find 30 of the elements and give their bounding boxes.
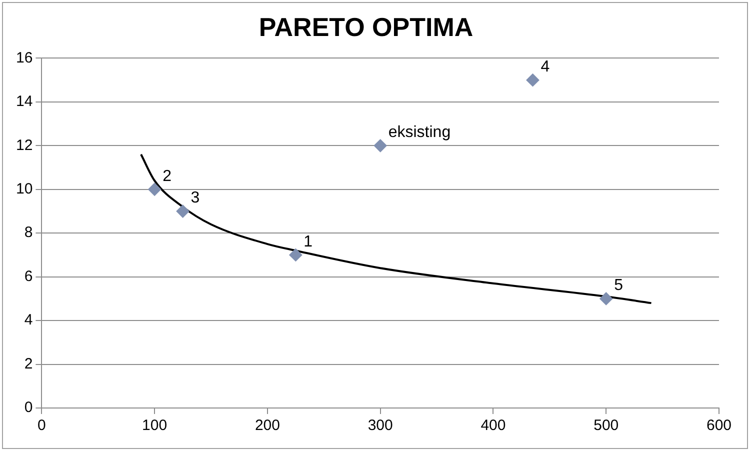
annotation: 5 xyxy=(614,277,624,294)
x-tick-label: 200 xyxy=(254,417,280,434)
y-tick-label: 8 xyxy=(24,224,33,242)
y-tick-label: 4 xyxy=(24,312,33,329)
x-tick-label: 0 xyxy=(38,417,46,434)
y-tick-label: 6 xyxy=(24,268,33,285)
y-tick-label: 12 xyxy=(16,136,33,154)
annotation: 4 xyxy=(540,58,550,76)
y-tick-label: 16 xyxy=(16,49,33,66)
point xyxy=(176,204,190,218)
annotation: 2 xyxy=(162,168,172,185)
x-tick-label: 600 xyxy=(706,417,732,434)
annotation: eksisting xyxy=(388,124,451,142)
y-tick-label: 10 xyxy=(16,180,33,198)
y-tick-label: 14 xyxy=(16,93,33,110)
annotation: 3 xyxy=(190,190,200,207)
y-tick-label: 0 xyxy=(24,399,33,416)
y-tick-label: 2 xyxy=(24,355,33,372)
x-tick-label: 100 xyxy=(142,417,168,434)
line-series xyxy=(140,153,652,304)
x-tick-label: 400 xyxy=(480,417,506,434)
x-tick-label: 500 xyxy=(594,417,619,434)
point xyxy=(600,292,613,306)
point xyxy=(526,74,540,87)
point xyxy=(374,139,387,152)
x-tick-label: 300 xyxy=(368,417,393,434)
chart-title: PARETO OPTIMA xyxy=(258,12,474,42)
point xyxy=(289,248,302,262)
annotation: 1 xyxy=(304,233,313,250)
point xyxy=(148,182,162,196)
